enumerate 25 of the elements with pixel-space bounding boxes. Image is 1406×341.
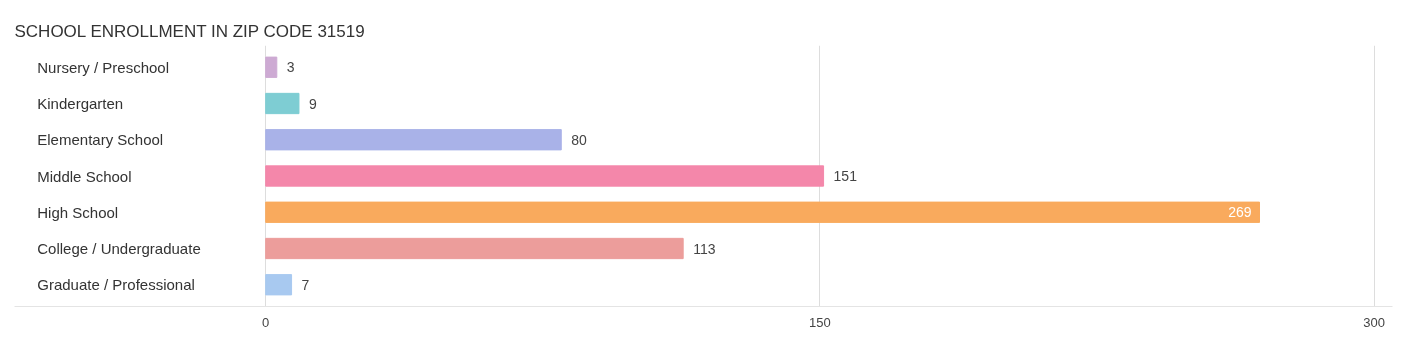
chart-title: SCHOOL ENROLLMENT IN ZIP CODE 31519 [14, 21, 365, 41]
bar [265, 201, 1260, 223]
bar [265, 165, 825, 187]
data-label: 151 [833, 168, 858, 184]
y-tick-label: High School [37, 203, 119, 221]
data-label: 7 [301, 276, 310, 293]
data-label: 113 [693, 240, 716, 257]
y-tick-label: Kindergarten [37, 95, 124, 112]
bar [265, 56, 278, 78]
bar [265, 274, 293, 296]
data-label: 9 [308, 95, 317, 112]
y-tick-label: Graduate / Professional [37, 276, 195, 294]
y-tick-label: Elementary School [37, 131, 164, 149]
x-tick-label: 300 [1363, 314, 1385, 330]
x-tick-label: 0 [262, 314, 270, 330]
data-label: 80 [571, 131, 588, 148]
data-label: 3 [286, 59, 295, 76]
bar [265, 92, 300, 115]
y-tick-label: College / Undergraduate [37, 240, 201, 257]
bar [265, 237, 684, 260]
y-tick-label: Middle School [37, 167, 132, 185]
data-label: 269 [1228, 204, 1252, 221]
bar [265, 129, 562, 151]
y-tick-label: Nursery / Preschool [37, 58, 169, 76]
x-tick-label: 150 [809, 314, 831, 330]
